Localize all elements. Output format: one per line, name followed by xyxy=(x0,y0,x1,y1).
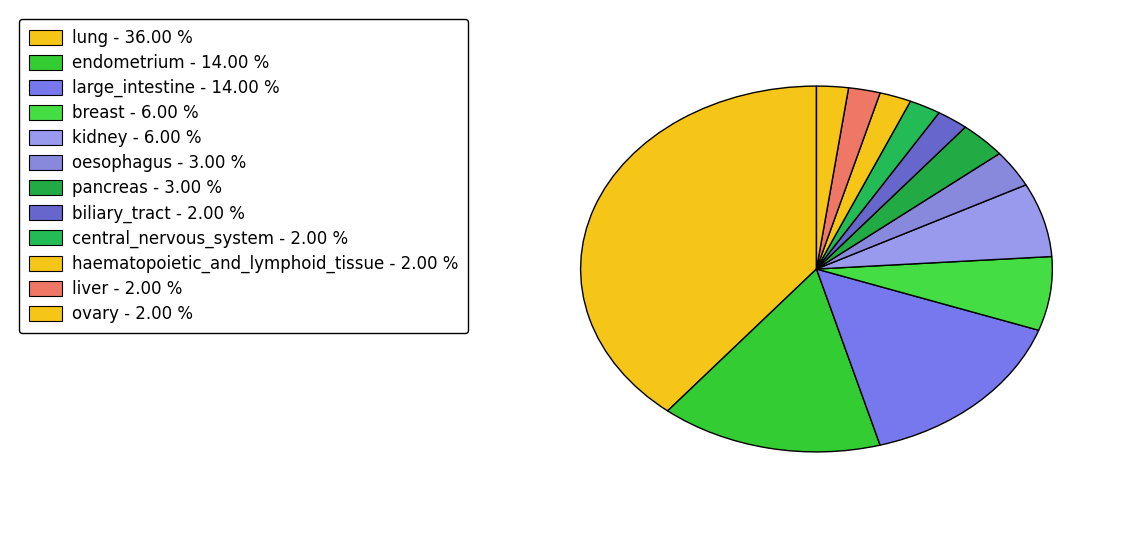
Legend: lung - 36.00 %, endometrium - 14.00 %, large_intestine - 14.00 %, breast - 6.00 : lung - 36.00 %, endometrium - 14.00 %, l… xyxy=(19,19,468,333)
Wedge shape xyxy=(816,153,1026,269)
Wedge shape xyxy=(668,269,880,452)
Wedge shape xyxy=(816,127,999,269)
Wedge shape xyxy=(816,269,1039,445)
Wedge shape xyxy=(816,93,911,269)
Wedge shape xyxy=(816,88,880,269)
Wedge shape xyxy=(816,112,965,269)
Wedge shape xyxy=(816,185,1052,269)
Wedge shape xyxy=(816,101,939,269)
Wedge shape xyxy=(816,86,848,269)
Wedge shape xyxy=(581,86,816,411)
Wedge shape xyxy=(816,257,1052,330)
